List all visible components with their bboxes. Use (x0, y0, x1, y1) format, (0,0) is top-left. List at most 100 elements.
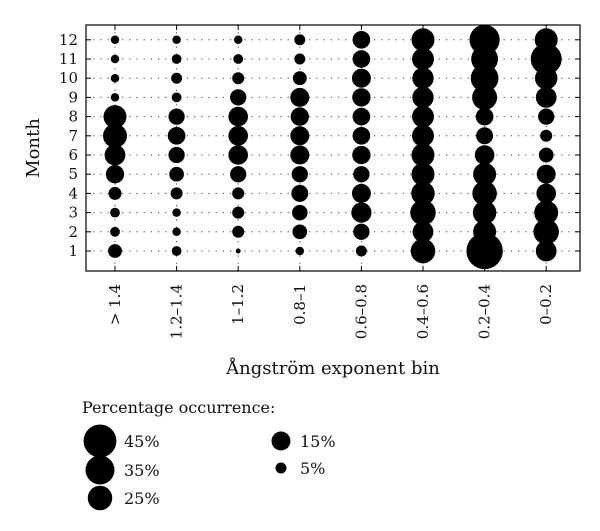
y-tick-label: 10 (59, 69, 78, 87)
y-tick-label: 9 (68, 88, 78, 106)
bubble-point (291, 166, 308, 183)
bubble-point (168, 146, 185, 164)
bubble-point (351, 202, 372, 223)
bubble-point (352, 145, 371, 165)
bubble-point (232, 225, 245, 238)
x-tick-label: 0.2–0.4 (476, 284, 494, 339)
bubble-point (472, 84, 498, 110)
bubble-point (530, 43, 562, 75)
bubble-point (104, 144, 126, 166)
x-tick-label: 0–0.2 (537, 284, 555, 325)
bubble-point (228, 106, 248, 127)
bubble-point (352, 88, 371, 107)
x-tick-label: 0.4–0.6 (414, 284, 432, 339)
bubble-point (110, 226, 120, 237)
bubble-point (538, 147, 554, 163)
bubble-point (233, 35, 243, 45)
legend-label: 45% (124, 432, 160, 451)
legend-label: 15% (300, 432, 336, 451)
bubble-point (167, 126, 186, 145)
y-axis-label: Month (23, 118, 44, 178)
legend-label: 5% (300, 459, 325, 478)
x-tick-label: 1.2–1.4 (168, 284, 186, 339)
bubble-point (290, 126, 310, 146)
bubble-point (469, 24, 500, 55)
y-tick-label: 4 (68, 184, 78, 202)
legend-bubble (83, 424, 117, 458)
legend-bubble (85, 455, 115, 485)
legend-bubble (87, 485, 113, 511)
legend-bubble (271, 431, 291, 451)
bubble-point (110, 35, 120, 45)
bubble-point (108, 186, 122, 200)
bubble-point (540, 129, 553, 142)
bubble-point (232, 206, 245, 219)
bubble-point (228, 126, 248, 146)
x-ticks: > 1.4 1.2–1.4 1–1.2 0.8–1 0.6–0.8 0.4–0.6 0.2–… (106, 25, 555, 339)
bubble-point (474, 145, 495, 165)
bubble-point (412, 221, 434, 243)
y-tick-label: 5 (68, 165, 78, 183)
y-tick-label: 1 (68, 242, 78, 260)
bubble-point (476, 127, 494, 145)
bubble-point (103, 123, 127, 148)
bubble-point (351, 183, 371, 203)
bubble-point (232, 187, 245, 200)
bubble-point (230, 166, 247, 183)
bubble-point (533, 219, 559, 245)
bubble-point (538, 108, 555, 125)
bubble-point (110, 93, 120, 102)
plot-frame (85, 24, 581, 272)
bubble-point (103, 105, 127, 129)
x-tick-label: 0.8–1 (291, 284, 309, 325)
bubble-point (473, 162, 497, 186)
bubble-point (412, 124, 434, 147)
bubble-point (411, 181, 435, 206)
bubble-point (351, 68, 371, 88)
bubble-point (228, 145, 248, 165)
bubble-point (233, 54, 244, 64)
bubble-point (353, 223, 370, 240)
legend-label: 25% (124, 489, 160, 508)
bubble-point (475, 107, 494, 126)
bubble-point (171, 246, 182, 256)
x-tick-label: 1–1.2 (229, 284, 247, 325)
bubble-point (168, 108, 185, 125)
bubble-point (232, 72, 245, 85)
legend-title: Percentage occurrence: (82, 398, 275, 417)
legend-bubble (275, 462, 287, 474)
y-tick-label: 6 (68, 146, 78, 164)
bubble-point (108, 244, 122, 258)
legend: 45% 35% 25% 15% 5% (83, 424, 336, 511)
bubble-point (355, 245, 367, 257)
bubble-point (110, 73, 120, 83)
bubble-point (352, 30, 371, 49)
legend-label: 35% (124, 461, 160, 480)
bubble-point (534, 200, 559, 225)
y-tick-label: 2 (68, 223, 78, 241)
bubble-point (294, 34, 306, 46)
bubble-point (412, 86, 434, 109)
bubble-point (172, 227, 181, 237)
bubble-point (472, 181, 497, 206)
bubble-point (171, 54, 182, 64)
bubble-point (230, 89, 247, 106)
bubble-point (412, 105, 434, 128)
bubble-point (411, 143, 435, 167)
bubble-point (110, 207, 120, 218)
y-tick-label: 11 (59, 50, 78, 68)
bubble-point (353, 166, 370, 183)
bubble-point (410, 238, 436, 264)
bubble-point (294, 53, 306, 65)
bubble-point (292, 224, 308, 240)
bubble-point (352, 126, 371, 145)
bubble-point (170, 187, 183, 200)
bubble-point (410, 199, 436, 226)
bubble-point (290, 107, 309, 126)
bubble-point (291, 184, 309, 202)
bubble-point (292, 71, 307, 86)
x-tick-label: 0.6–0.8 (352, 284, 370, 339)
bubble-point (171, 72, 183, 84)
bubble-point (290, 145, 310, 165)
